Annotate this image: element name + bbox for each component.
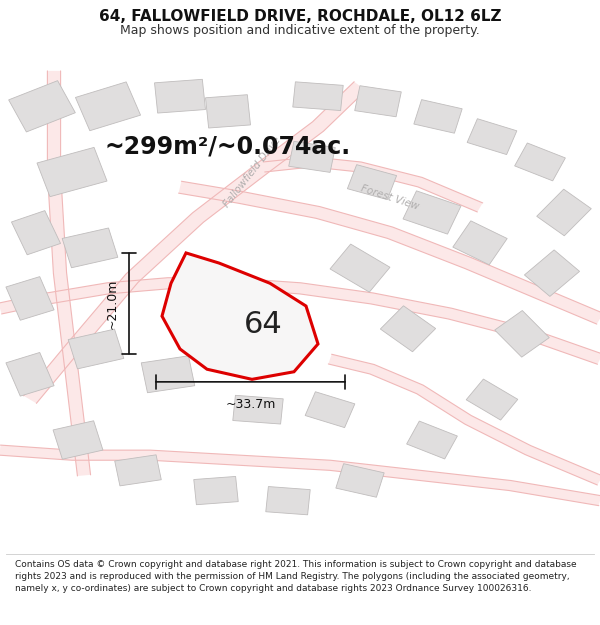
Polygon shape: [37, 148, 107, 197]
Text: ~299m²/~0.074ac.: ~299m²/~0.074ac.: [105, 135, 351, 159]
Polygon shape: [23, 82, 366, 403]
Polygon shape: [53, 421, 103, 459]
Polygon shape: [179, 181, 600, 324]
Text: Contains OS data © Crown copyright and database right 2021. This information is : Contains OS data © Crown copyright and d…: [15, 560, 577, 593]
Polygon shape: [515, 143, 565, 181]
Text: 64, FALLOWFIELD DRIVE, ROCHDALE, OL12 6LZ: 64, FALLOWFIELD DRIVE, ROCHDALE, OL12 6L…: [99, 9, 501, 24]
Polygon shape: [293, 82, 343, 111]
Text: ~21.0m: ~21.0m: [106, 278, 119, 329]
Polygon shape: [76, 82, 140, 131]
Polygon shape: [305, 392, 355, 428]
Text: ~33.7m: ~33.7m: [226, 398, 275, 411]
Polygon shape: [289, 141, 335, 172]
Polygon shape: [11, 211, 61, 255]
Polygon shape: [194, 476, 238, 505]
Polygon shape: [466, 379, 518, 420]
Polygon shape: [0, 278, 600, 364]
Polygon shape: [68, 329, 124, 369]
Polygon shape: [8, 81, 76, 132]
Polygon shape: [62, 228, 118, 268]
Polygon shape: [0, 445, 600, 506]
Polygon shape: [467, 119, 517, 154]
Polygon shape: [380, 306, 436, 352]
Text: 64: 64: [244, 311, 283, 339]
Polygon shape: [537, 189, 591, 236]
Polygon shape: [266, 486, 310, 515]
Polygon shape: [233, 396, 283, 424]
Polygon shape: [336, 464, 384, 498]
Polygon shape: [263, 157, 482, 212]
Polygon shape: [115, 455, 161, 486]
Polygon shape: [328, 354, 600, 485]
Text: Forest View: Forest View: [359, 183, 421, 211]
Polygon shape: [414, 99, 462, 133]
Polygon shape: [6, 277, 54, 320]
Polygon shape: [407, 421, 457, 459]
Polygon shape: [155, 79, 205, 113]
Polygon shape: [347, 164, 397, 199]
Polygon shape: [141, 356, 195, 392]
Polygon shape: [330, 244, 390, 292]
Polygon shape: [162, 253, 318, 379]
Polygon shape: [495, 311, 549, 357]
Polygon shape: [6, 352, 54, 396]
Polygon shape: [524, 250, 580, 296]
Polygon shape: [403, 191, 461, 234]
Polygon shape: [355, 86, 401, 117]
Polygon shape: [47, 71, 91, 476]
Polygon shape: [206, 95, 250, 128]
Polygon shape: [453, 221, 507, 265]
Text: Fallowfield Drive: Fallowfield Drive: [221, 135, 283, 209]
Text: Map shows position and indicative extent of the property.: Map shows position and indicative extent…: [120, 24, 480, 38]
